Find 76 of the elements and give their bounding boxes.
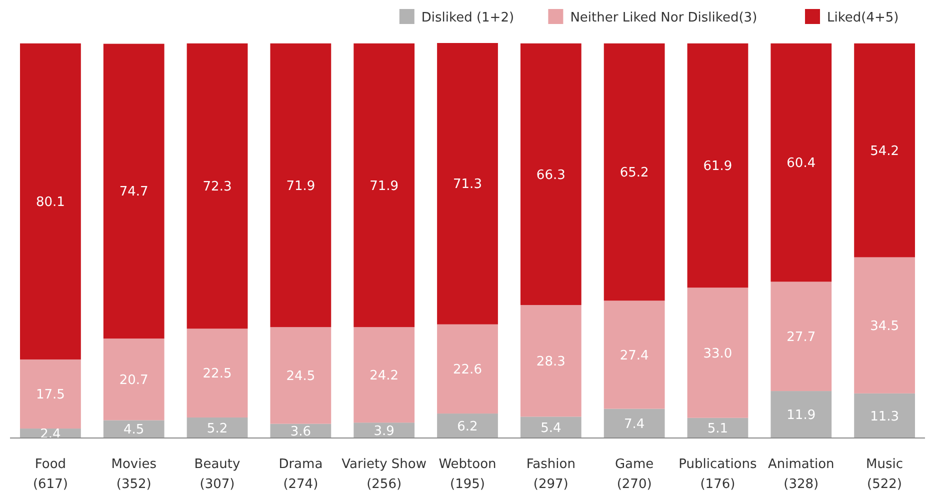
bar: [770, 282, 832, 392]
bar: [687, 288, 748, 418]
bar: [687, 43, 748, 288]
legend-label: Neither Liked Nor Disliked(3): [570, 10, 758, 26]
data-label: 6.2: [457, 419, 478, 434]
bar: [604, 43, 665, 301]
data-label: 7.4: [624, 416, 645, 432]
legend-label: Disliked (1+2): [421, 10, 514, 26]
bar: [687, 418, 748, 438]
bar: [604, 300, 665, 409]
bar: [854, 43, 915, 258]
data-label: 71.3: [453, 177, 482, 192]
data-label: 24.5: [286, 369, 316, 384]
x-tick-label: Food (617): [32, 457, 68, 492]
data-label: 72.3: [202, 180, 232, 195]
data-label: 71.9: [286, 178, 316, 194]
x-tick-label: Webtoon (195): [438, 457, 496, 492]
bar: [103, 420, 164, 438]
data-label: 27.7: [786, 330, 816, 345]
data-label: 3.9: [374, 424, 394, 439]
x-tick-label: Variety Show (256): [342, 457, 427, 492]
data-label: 33.0: [703, 346, 732, 362]
data-label: 17.5: [36, 388, 65, 403]
data-label: 11.3: [870, 409, 900, 424]
data-label: 5.2: [206, 421, 228, 436]
bar: [854, 393, 915, 438]
data-label: 60.4: [786, 156, 816, 172]
data-label: 65.2: [620, 166, 649, 181]
bar: [20, 359, 81, 429]
data-label: 54.2: [870, 144, 900, 159]
data-label: 66.3: [536, 168, 566, 183]
bar: [437, 43, 498, 324]
data-label: 61.9: [703, 159, 732, 174]
bar: [103, 44, 164, 339]
bar: [270, 327, 332, 424]
bar: [770, 391, 832, 438]
data-label: 11.9: [786, 408, 816, 424]
x-tick-label: Publications (176): [678, 457, 758, 492]
bar: [520, 416, 582, 438]
bar: [354, 43, 415, 328]
bar: [437, 414, 498, 438]
bar: [604, 408, 665, 438]
bar: [520, 305, 582, 417]
bar: [770, 43, 832, 282]
bar: [854, 257, 915, 394]
bar: [437, 324, 498, 414]
legend-label: Liked(4+5): [827, 10, 899, 26]
data-label: 27.4: [620, 348, 649, 364]
data-label: 22.5: [202, 366, 232, 382]
data-label: 74.7: [119, 184, 148, 200]
data-label: 71.9: [370, 178, 399, 194]
x-tick-label: Drama (274): [278, 457, 323, 492]
bar: [354, 327, 415, 423]
data-label: 22.6: [453, 362, 482, 378]
data-label: 5.1: [707, 421, 728, 436]
bar: [103, 338, 164, 420]
bar: [186, 417, 248, 438]
bar: [186, 328, 248, 418]
bar: [20, 43, 81, 360]
x-tick-label: Fashion (297): [526, 457, 576, 492]
bar: [520, 43, 582, 306]
x-tick-label: Beauty (307): [194, 457, 241, 492]
bar: [270, 43, 332, 328]
x-tick-label: Music (522): [866, 457, 904, 492]
data-label: 24.2: [370, 368, 399, 384]
bar: [186, 43, 248, 329]
x-tick-label: Game (270): [614, 457, 654, 492]
data-label: 4.5: [124, 422, 144, 438]
data-label: 5.4: [540, 420, 562, 436]
data-label: 80.1: [36, 194, 65, 210]
x-tick-label: Animation (328): [768, 457, 834, 492]
x-tick-label: Movies (352): [111, 457, 157, 492]
data-label: 28.3: [536, 354, 566, 370]
data-label: 20.7: [119, 372, 148, 388]
data-label: 34.5: [870, 318, 900, 334]
data-label: 3.6: [290, 424, 312, 440]
